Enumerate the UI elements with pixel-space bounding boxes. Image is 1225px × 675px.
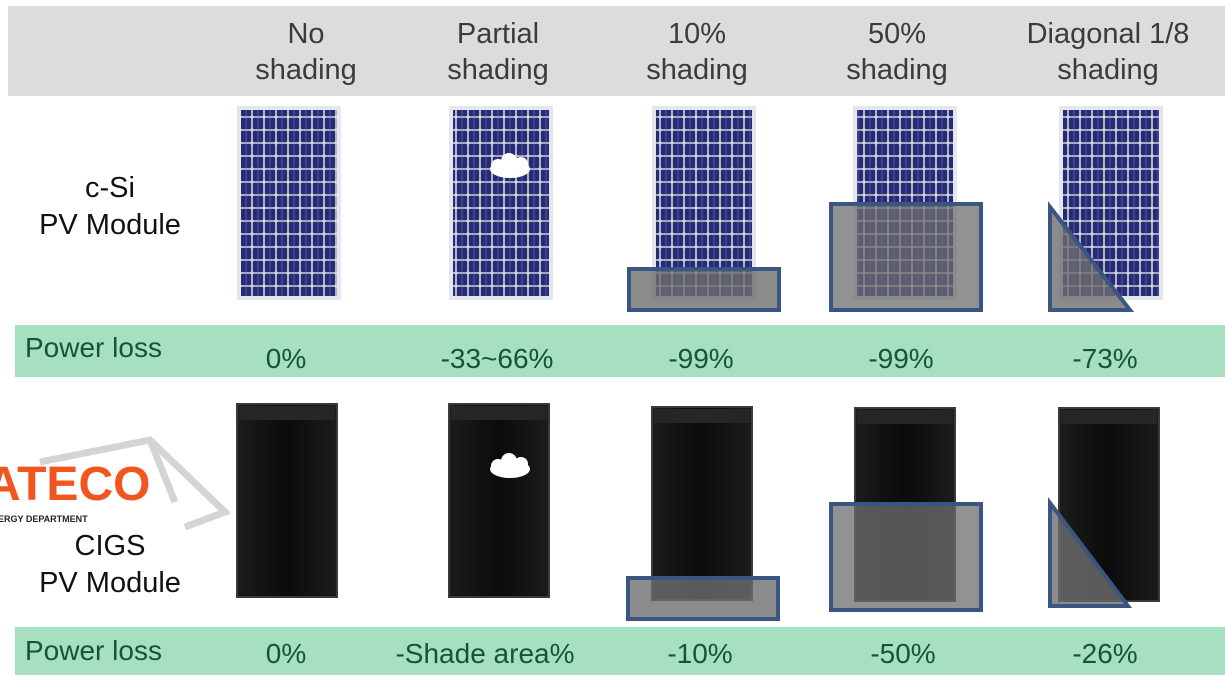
col-head-partial-shading: Partial shading (447, 18, 549, 86)
col-head-10-shading: 10% shading (646, 18, 748, 86)
cigs-loss-partial-shading: -Shade area% (395, 638, 575, 669)
cigs-module-label: CIGS PV Module (39, 530, 181, 599)
csi-loss-diagonal-shading: -73% (1072, 343, 1138, 374)
cigs-loss-diagonal-shading: -26% (1072, 638, 1138, 669)
cigs-panel-diagonal-shading (1048, 407, 1160, 608)
csi-power-loss-label: Power loss (25, 332, 162, 363)
col-head-diagonal-shading: Diagonal 1/8 shading (1026, 18, 1190, 86)
shade-overlay-diagonal (1048, 201, 1135, 312)
shade-overlay-diagonal (1048, 497, 1133, 608)
csi-panel-diagonal-shading (1048, 106, 1163, 312)
csi-power-loss-band (15, 325, 1225, 377)
csi-loss-no-shading: 0% (265, 343, 307, 374)
cigs-panel-50-shading (829, 407, 983, 612)
col-head-50-shading: 50% shading (846, 18, 948, 86)
cigs-power-loss-label: Power loss (25, 635, 162, 666)
cigs-panel-no-shading (236, 403, 338, 598)
csi-loss-50-shading: -99% (868, 343, 934, 374)
cigs-loss-50-shading: -50% (870, 638, 936, 669)
cloud-shade-icon (490, 153, 530, 178)
cloud-shade-icon (490, 453, 530, 478)
csi-panel-no-shading (237, 106, 341, 300)
shade-overlay-10 (626, 576, 780, 621)
logo-subtext: ERGY DEPARTMENT (0, 514, 88, 524)
shade-overlay-50 (829, 202, 983, 312)
csi-panels (237, 106, 1163, 312)
csi-panel-10-shading (627, 106, 781, 312)
shade-overlay-10 (627, 267, 781, 312)
cigs-loss-no-shading: 0% (265, 638, 307, 669)
cigs-power-loss-band (15, 627, 1225, 675)
col-head-no-shading: No shading (255, 18, 357, 86)
ateco-logo: ATECO ERGY DEPARTMENT (0, 436, 230, 531)
cigs-panel-partial-shading (448, 403, 550, 598)
cigs-loss-10-shading: -10% (667, 638, 733, 669)
csi-loss-partial-shading: -33~66% (440, 343, 554, 374)
shade-overlay-50 (829, 502, 983, 612)
csi-loss-10-shading: -99% (668, 343, 734, 374)
csi-panel-50-shading (829, 106, 983, 312)
header-bar (8, 6, 1225, 96)
csi-module-label: c-Si PV Module (39, 172, 181, 241)
cigs-panel-10-shading (626, 406, 780, 621)
csi-panel-partial-shading (449, 106, 553, 300)
logo-text: ATECO (0, 458, 150, 511)
